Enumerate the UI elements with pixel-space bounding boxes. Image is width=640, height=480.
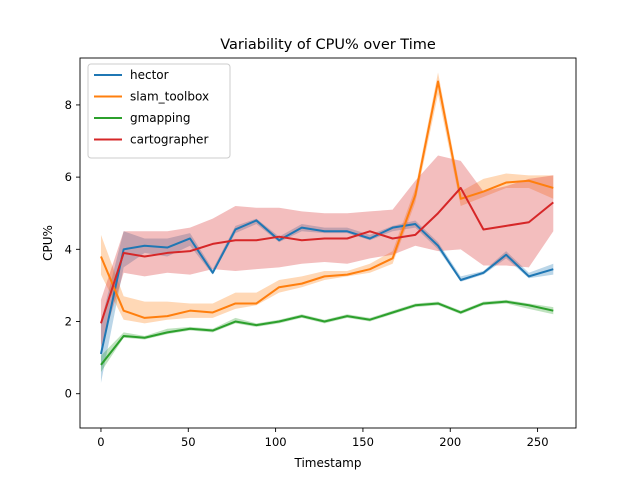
y-tick-label: 2	[65, 315, 72, 329]
x-tick-label: 250	[527, 435, 549, 449]
legend-label-hector: hector	[130, 68, 169, 82]
series-band-cartographer	[100, 155, 554, 347]
chart-title: Variability of CPU% over Time	[220, 37, 436, 53]
plot-area	[99, 72, 554, 383]
y-tick-label: 8	[65, 98, 72, 112]
y-axis-label: CPU%	[41, 225, 55, 261]
legend: hector slam_toolbox gmapping cartographer	[87, 63, 231, 159]
x-tick-label: 50	[181, 435, 196, 449]
axes-frame	[79, 57, 577, 429]
x-axis-label: Timestamp	[294, 456, 362, 470]
legend-label-slam-toolbox: slam_toolbox	[130, 90, 209, 104]
x-tick-label: 150	[352, 435, 374, 449]
series-line-cartographer	[100, 186, 554, 324]
y-tick-label: 6	[65, 170, 72, 184]
x-tick-label: 200	[439, 435, 461, 449]
series-line-hector	[99, 219, 554, 355]
legend-label-cartographer: cartographer	[130, 133, 208, 147]
axis-ticks: 0 50 100 150 200 250 0 2 4 6 8	[65, 98, 549, 449]
legend-label-gmapping: gmapping	[130, 111, 190, 125]
x-tick-label: 0	[97, 435, 104, 449]
legend-box	[87, 63, 231, 159]
y-tick-label: 0	[65, 387, 72, 401]
series-line-slam-toolbox	[100, 80, 554, 319]
series-line-gmapping	[100, 300, 554, 366]
y-tick-label: 4	[65, 242, 72, 256]
x-tick-label: 100	[265, 435, 287, 449]
